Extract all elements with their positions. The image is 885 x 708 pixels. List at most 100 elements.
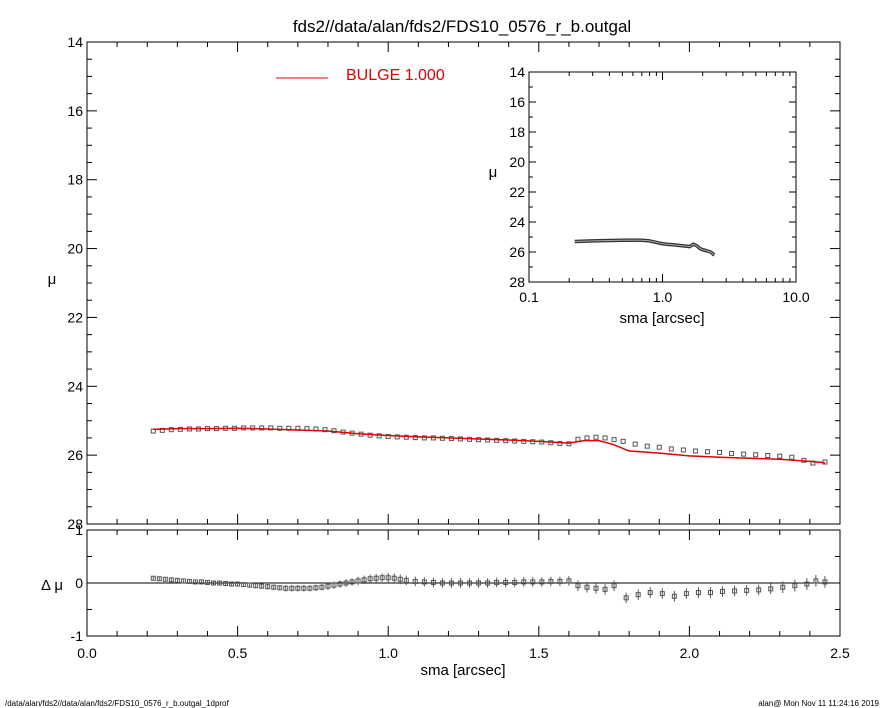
residual-point	[548, 578, 554, 584]
residual-point	[756, 587, 762, 593]
residual-point	[198, 579, 204, 585]
residual-point	[271, 584, 277, 590]
residual-point	[430, 579, 436, 585]
residual-point	[566, 578, 572, 584]
residual-point	[379, 575, 385, 581]
y-tick-label: 24	[67, 378, 83, 394]
residual-y-tick-label: 0	[75, 575, 83, 591]
data-point	[421, 435, 427, 441]
main-y-axis-label: μ	[48, 271, 57, 288]
residual-point	[241, 582, 247, 588]
data-point	[268, 425, 274, 431]
residual-point	[331, 582, 337, 588]
y-tick-label: 18	[67, 172, 83, 188]
data-point	[717, 449, 723, 455]
residual-point	[792, 583, 798, 589]
residual-point	[217, 580, 223, 586]
inset-y-tick-label: 14	[509, 64, 525, 80]
data-point	[584, 435, 590, 441]
data-point	[656, 444, 662, 450]
data-point	[259, 425, 265, 431]
residual-point	[602, 586, 608, 592]
residual-point	[283, 585, 289, 591]
residual-point	[575, 583, 581, 589]
residual-point	[494, 579, 500, 585]
residual-point	[623, 595, 629, 601]
inset-y-tick-label: 24	[509, 214, 525, 230]
residual-point	[223, 581, 229, 587]
residual-point	[229, 581, 235, 587]
residual-point	[476, 580, 482, 586]
residual-point	[448, 580, 454, 586]
residual-point	[355, 578, 361, 584]
data-point	[680, 447, 686, 453]
y-tick-label: 14	[67, 34, 83, 50]
residual-point	[659, 591, 665, 597]
data-point	[765, 452, 771, 458]
footer-filepath: /data/alan/fds2//data/alan/fds2/FDS10_05…	[5, 699, 230, 708]
residual-y-tick-label: 1	[75, 522, 83, 538]
residual-point	[180, 578, 186, 584]
residual-y-tick-label: -1	[71, 628, 84, 644]
residual-point	[277, 585, 283, 591]
data-point	[602, 435, 608, 441]
legend-label-bulge: BULGE 1.000	[346, 67, 445, 84]
inset-axis-ticks: 14 16 18 20 22 24 26 280.1 1.0 10.0	[509, 64, 809, 305]
residual-point	[539, 579, 545, 585]
residual-point	[732, 588, 738, 594]
residual-axis-ticks: 1 0 -10.0 0.5 1.0 1.5 2.0 2.5	[71, 522, 850, 661]
residual-point	[467, 580, 473, 586]
data-point	[385, 434, 391, 440]
residual-plot-marks	[150, 572, 828, 604]
residual-point	[521, 579, 527, 585]
residual-point	[162, 576, 168, 582]
residual-point	[192, 579, 198, 585]
residual-point	[439, 580, 445, 586]
inset-x-tick-label: 1.0	[653, 289, 673, 305]
residual-point	[168, 577, 174, 583]
x-tick-label: 0.0	[77, 645, 97, 661]
residual-point	[584, 584, 590, 590]
residual-point	[325, 583, 331, 589]
data-point	[704, 449, 710, 455]
residual-point	[156, 576, 162, 582]
residual-point	[337, 581, 343, 587]
y-tick-label: 20	[67, 241, 83, 257]
data-point	[753, 452, 759, 458]
residual-point	[397, 576, 403, 582]
residual-point	[313, 585, 319, 591]
inset-plot-marks	[574, 238, 716, 257]
x-tick-label: 1.0	[378, 645, 398, 661]
residual-point	[150, 575, 156, 581]
residual-point	[373, 575, 379, 581]
residual-point	[295, 585, 301, 591]
data-point	[566, 441, 572, 447]
residual-point	[412, 578, 418, 584]
data-point	[593, 434, 599, 440]
x-tick-label: 2.5	[830, 645, 850, 661]
inset-x-tick-label: 10.0	[782, 289, 809, 305]
residual-point	[457, 580, 463, 586]
data-point	[729, 450, 735, 456]
residual-point	[530, 579, 536, 585]
data-point	[620, 438, 626, 444]
inset-y-tick-label: 18	[509, 124, 525, 140]
residual-point	[744, 587, 750, 593]
residual-point	[593, 585, 599, 591]
y-tick-label: 22	[67, 309, 83, 325]
residual-point	[186, 578, 192, 584]
residual-point	[289, 585, 295, 591]
data-point	[403, 434, 409, 440]
residual-point	[343, 580, 349, 586]
residual-point	[385, 575, 391, 581]
residual-point	[485, 580, 491, 586]
residual-point	[361, 577, 367, 583]
footer-timestamp: alan@ Mon Nov 11 11:24:16 2019	[758, 699, 879, 708]
inset-y-tick-label: 20	[509, 154, 525, 170]
data-point	[644, 443, 650, 449]
residual-point	[174, 577, 180, 583]
residual-point	[259, 583, 265, 589]
residual-point	[349, 579, 355, 585]
data-point	[692, 448, 698, 454]
